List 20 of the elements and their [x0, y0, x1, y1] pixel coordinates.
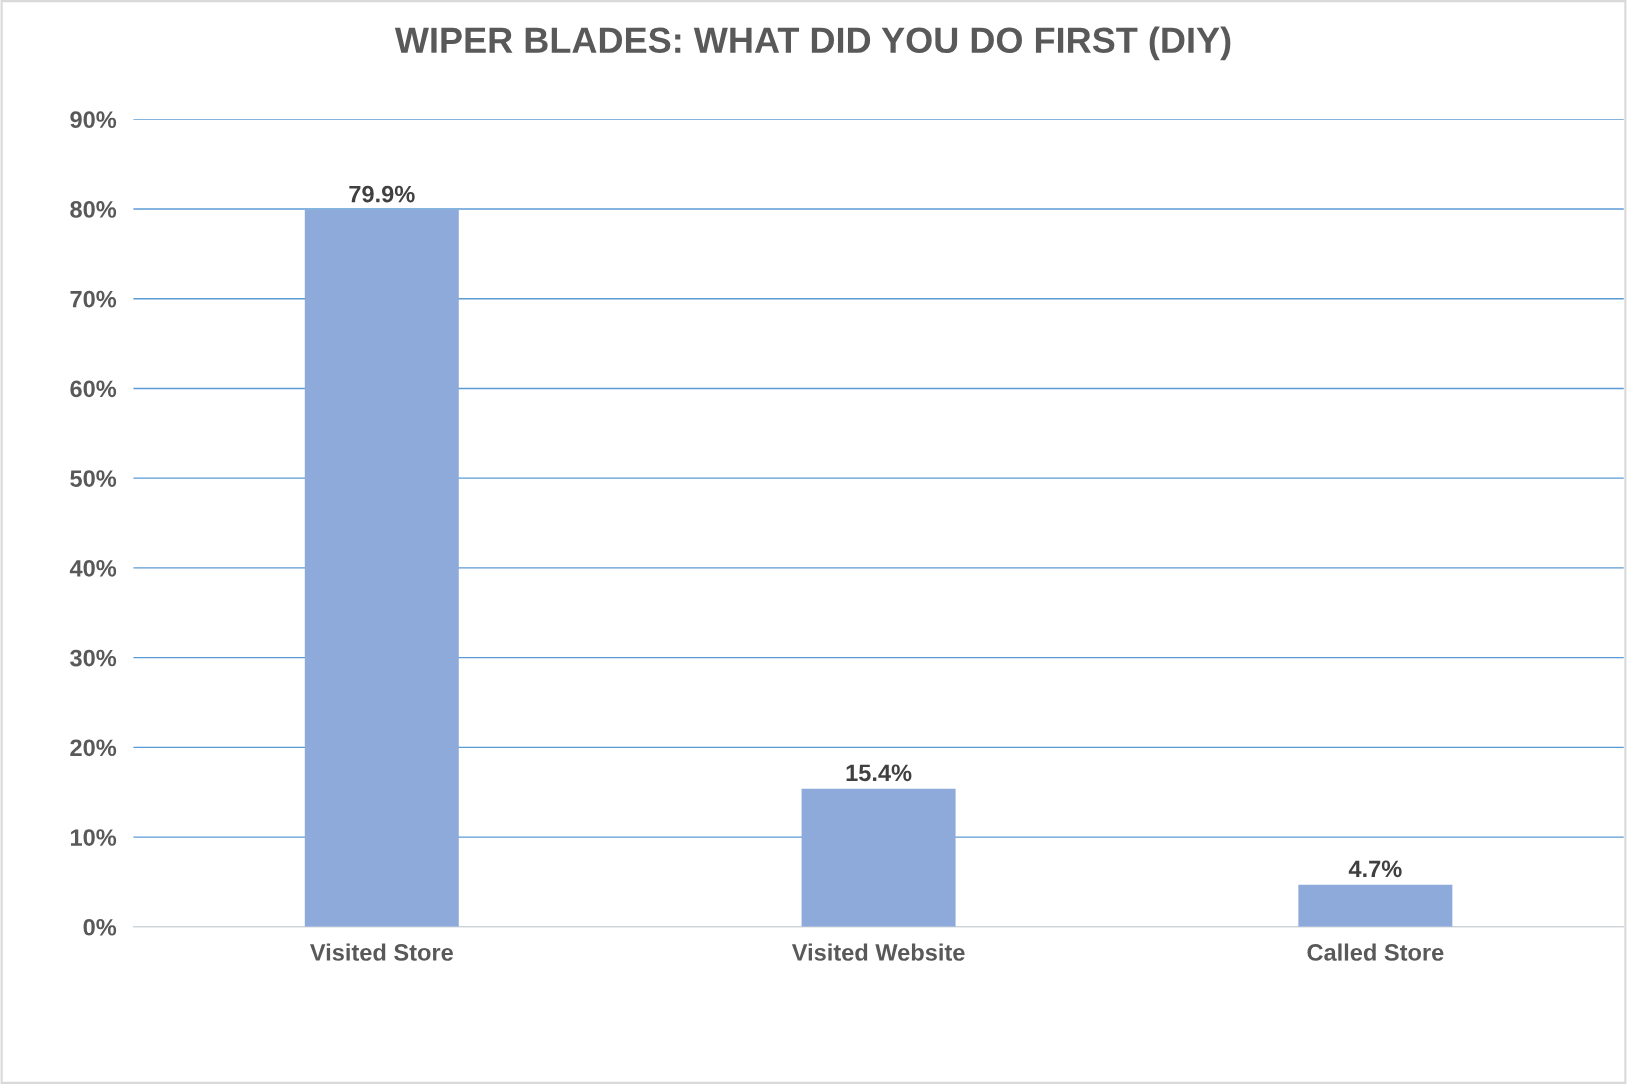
y-tick-label: 60%	[70, 380, 117, 398]
y-tick-label: 50%	[70, 470, 117, 487]
y-tick-label: 0%	[83, 918, 117, 936]
bar	[1298, 884, 1453, 927]
y-tick-label: 40%	[69, 559, 117, 577]
chart-title: WIPER BLADES: WHAT DID YOU DO FIRST (DIY)	[394, 26, 1231, 61]
y-tick-label: 90%	[70, 111, 117, 129]
y-tick-label: 20%	[70, 739, 117, 757]
data-label: 15.4%	[846, 764, 912, 782]
x-tick-label: Visited Store	[310, 943, 453, 961]
x-tick-label: Called Store	[1307, 943, 1444, 961]
x-tick-label: Visited Website	[791, 943, 965, 961]
y-tick-label: 10%	[70, 829, 117, 846]
data-label: 4.7%	[1348, 860, 1402, 878]
bar	[801, 788, 956, 927]
data-label: 79.9%	[349, 185, 415, 203]
y-tick-label: 80%	[70, 201, 117, 218]
bar	[304, 209, 459, 927]
y-tick-label: 70%	[70, 290, 117, 308]
y-tick-label: 30%	[70, 649, 117, 667]
